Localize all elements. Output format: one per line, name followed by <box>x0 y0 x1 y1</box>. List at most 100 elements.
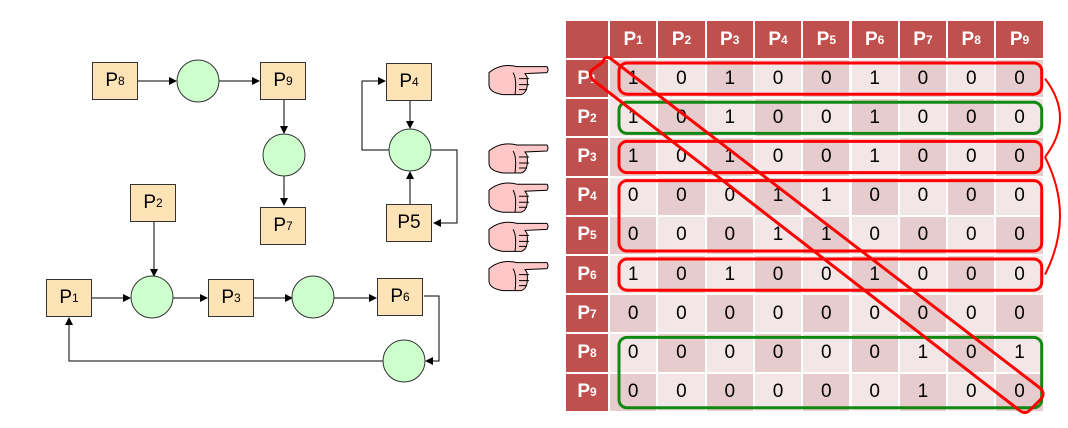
matrix-cell: 0 <box>609 294 658 334</box>
resource-node <box>382 339 426 383</box>
matrix-cell: 0 <box>947 372 996 412</box>
matrix-cell: 0 <box>995 59 1044 99</box>
matrix-cell: 1 <box>609 137 658 177</box>
row-group-outline <box>617 335 1044 410</box>
process-label: P <box>273 215 286 236</box>
row-group-outline <box>617 257 1044 292</box>
row-group-outline <box>617 100 1044 135</box>
matrix-cell: 1 <box>898 372 948 412</box>
matrix-cell: 0 <box>898 294 948 334</box>
matrix-cell: 0 <box>850 333 899 373</box>
matrix-cell: 0 <box>947 98 996 138</box>
resource-node <box>130 275 174 319</box>
matrix-cell: 0 <box>705 372 754 412</box>
matrix-cell: 1 <box>850 98 899 138</box>
process-label: P5 <box>397 212 421 233</box>
matrix-cell: 0 <box>753 137 803 177</box>
process-node-p5: P5 <box>386 204 432 242</box>
matrix-cell: 0 <box>657 59 706 99</box>
matrix-cell: 0 <box>802 59 851 99</box>
matrix-cell: 0 <box>898 176 948 216</box>
resource-allocation-graph <box>65 59 458 383</box>
matrix-cell: 0 <box>657 333 706 373</box>
matrix-cell: 0 <box>995 98 1044 138</box>
resource-node <box>176 59 220 103</box>
matrix-cell: 0 <box>947 215 996 255</box>
matrix-cell: 0 <box>995 137 1044 177</box>
matrix-cell: 0 <box>753 294 803 334</box>
resource-node <box>388 128 432 172</box>
matrix-cell: 1 <box>705 255 754 295</box>
matrix-cell: 0 <box>753 372 803 412</box>
matrix-cell: 0 <box>898 215 948 255</box>
matrix-cell: 0 <box>753 98 803 138</box>
matrix-cell: 0 <box>705 333 754 373</box>
process-label: P <box>390 286 403 307</box>
matrix-cell: 0 <box>657 176 706 216</box>
process-subscript: 7 <box>286 219 293 233</box>
process-label: P <box>105 70 118 91</box>
process-label: P <box>399 71 412 92</box>
matrix-cell: 0 <box>947 137 996 177</box>
matrix-cell: 0 <box>609 215 658 255</box>
matrix-cell: 0 <box>609 176 658 216</box>
matrix-cell: 0 <box>705 176 754 216</box>
matrix-cell: 0 <box>802 137 851 177</box>
pointing-hand-icon <box>488 182 549 213</box>
matrix-cell: 0 <box>898 98 948 138</box>
matrix-cell: 0 <box>705 294 754 334</box>
matrix-cell: 0 <box>850 372 899 412</box>
matrix-cell: 0 <box>898 137 948 177</box>
matrix-cell: 0 <box>995 294 1044 334</box>
matrix-cell: 0 <box>995 215 1044 255</box>
resource-node <box>291 275 335 319</box>
group-link-bracket <box>1044 77 1061 158</box>
matrix-cell: 0 <box>947 59 996 99</box>
edge <box>424 295 440 365</box>
matrix-cell: 0 <box>802 294 851 334</box>
matrix-cell: 0 <box>947 255 996 295</box>
process-subscript: 4 <box>412 75 419 89</box>
process-subscript: 8 <box>118 74 125 88</box>
group-link-bracket <box>1044 156 1061 276</box>
pointing-hand-icon <box>488 221 549 252</box>
edge <box>65 317 383 362</box>
matrix-cell: 1 <box>705 59 754 99</box>
matrix-cell: 1 <box>850 137 899 177</box>
process-subscript: 6 <box>403 290 410 304</box>
matrix-cell: 1 <box>705 137 754 177</box>
matrix-cell: 0 <box>657 372 706 412</box>
matrix-cell: 0 <box>657 137 706 177</box>
edge <box>361 77 389 151</box>
matrix-cell: 0 <box>609 372 658 412</box>
pointing-hand-icon <box>488 64 549 96</box>
matrix-cell: 0 <box>850 294 899 334</box>
process-subscript: 3 <box>234 291 241 305</box>
matrix-cell: 1 <box>609 59 658 99</box>
matrix-cell: 0 <box>947 294 996 334</box>
corner-cell <box>565 20 609 59</box>
process-subscript: 1 <box>72 291 79 305</box>
